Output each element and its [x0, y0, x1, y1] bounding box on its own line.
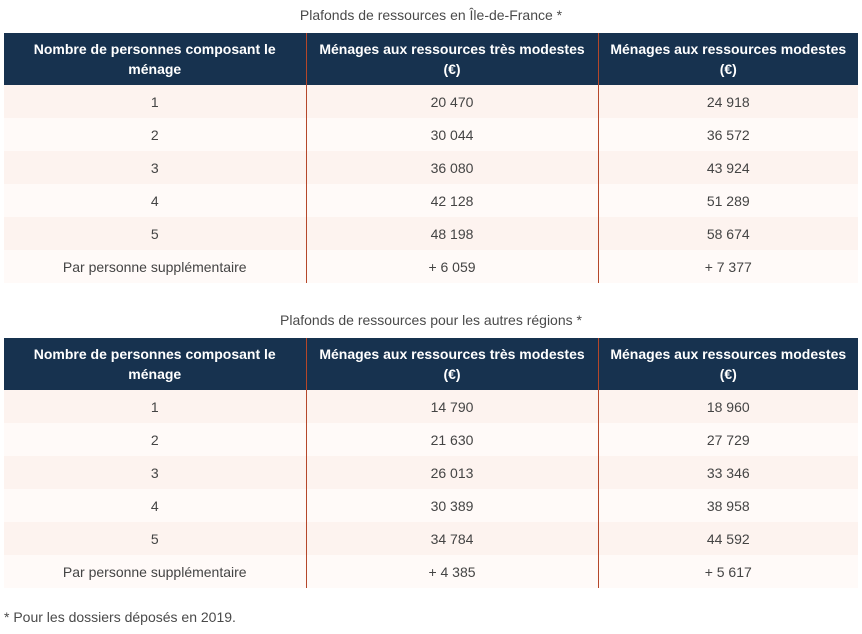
table-row: 4 42 128 51 289	[4, 184, 858, 217]
cell-modest: 27 729	[597, 423, 858, 456]
table-caption-ile-de-france: Plafonds de ressources en Île-de-France …	[299, 7, 563, 23]
table-row: Par personne supplémentaire + 6 059 + 7 …	[4, 250, 858, 283]
table-row: 3 36 080 43 924	[4, 151, 858, 184]
cell-modest: 18 960	[597, 390, 858, 423]
resource-limits-table-ile-de-france: Nombre de personnes composant le ménage …	[4, 33, 858, 283]
cell-very-modest: 21 630	[305, 423, 598, 456]
header-modest: Ménages aux ressources modestes (€)	[597, 338, 858, 390]
header-very-modest: Ménages aux ressources très modestes (€)	[305, 33, 598, 85]
cell-modest: 44 592	[597, 522, 858, 555]
table-row: 1 14 790 18 960	[4, 390, 858, 423]
cell-household-size: 5	[4, 522, 306, 555]
cell-modest: 38 958	[597, 489, 858, 522]
cell-very-modest: 30 044	[305, 118, 598, 151]
table-row: 3 26 013 33 346	[4, 456, 858, 489]
cell-very-modest: 14 790	[305, 390, 598, 423]
cell-modest: + 7 377	[597, 250, 858, 283]
cell-very-modest: 30 389	[305, 489, 598, 522]
cell-modest: 36 572	[597, 118, 858, 151]
header-household-size: Nombre de personnes composant le ménage	[4, 33, 306, 85]
cell-modest: + 5 617	[597, 555, 858, 588]
cell-modest: 33 346	[597, 456, 858, 489]
cell-very-modest: 48 198	[305, 217, 598, 250]
cell-very-modest: + 4 385	[305, 555, 598, 588]
cell-household-size: Par personne supplémentaire	[4, 555, 306, 588]
table-row: 2 21 630 27 729	[4, 423, 858, 456]
cell-household-size: 1	[4, 390, 306, 423]
cell-very-modest: + 6 059	[305, 250, 598, 283]
resource-limits-table-other-regions: Nombre de personnes composant le ménage …	[4, 338, 858, 588]
table-row: 2 30 044 36 572	[4, 118, 858, 151]
cell-very-modest: 36 080	[305, 151, 598, 184]
table-row: Par personne supplémentaire + 4 385 + 5 …	[4, 555, 858, 588]
cell-modest: 51 289	[597, 184, 858, 217]
table-row: 1 20 470 24 918	[4, 85, 858, 118]
table-header-row: Nombre de personnes composant le ménage …	[4, 33, 858, 85]
cell-very-modest: 42 128	[305, 184, 598, 217]
cell-household-size: 2	[4, 118, 306, 151]
table-caption-other-regions: Plafonds de ressources pour les autres r…	[280, 312, 582, 328]
cell-household-size: 1	[4, 85, 306, 118]
cell-very-modest: 20 470	[305, 85, 598, 118]
cell-household-size: 3	[4, 151, 306, 184]
table-row: 5 48 198 58 674	[4, 217, 858, 250]
cell-household-size: 4	[4, 184, 306, 217]
cell-modest: 58 674	[597, 217, 858, 250]
table-row: 4 30 389 38 958	[4, 489, 858, 522]
cell-modest: 43 924	[597, 151, 858, 184]
cell-household-size: Par personne supplémentaire	[4, 250, 306, 283]
table-row: 5 34 784 44 592	[4, 522, 858, 555]
cell-household-size: 4	[4, 489, 306, 522]
header-household-size: Nombre de personnes composant le ménage	[4, 338, 306, 390]
cell-very-modest: 34 784	[305, 522, 598, 555]
cell-household-size: 3	[4, 456, 306, 489]
cell-modest: 24 918	[597, 85, 858, 118]
footnote: * Pour les dossiers déposés en 2019.	[4, 609, 236, 625]
header-modest: Ménages aux ressources modestes (€)	[597, 33, 858, 85]
cell-household-size: 2	[4, 423, 306, 456]
header-very-modest: Ménages aux ressources très modestes (€)	[305, 338, 598, 390]
cell-very-modest: 26 013	[305, 456, 598, 489]
cell-household-size: 5	[4, 217, 306, 250]
table-header-row: Nombre de personnes composant le ménage …	[4, 338, 858, 390]
